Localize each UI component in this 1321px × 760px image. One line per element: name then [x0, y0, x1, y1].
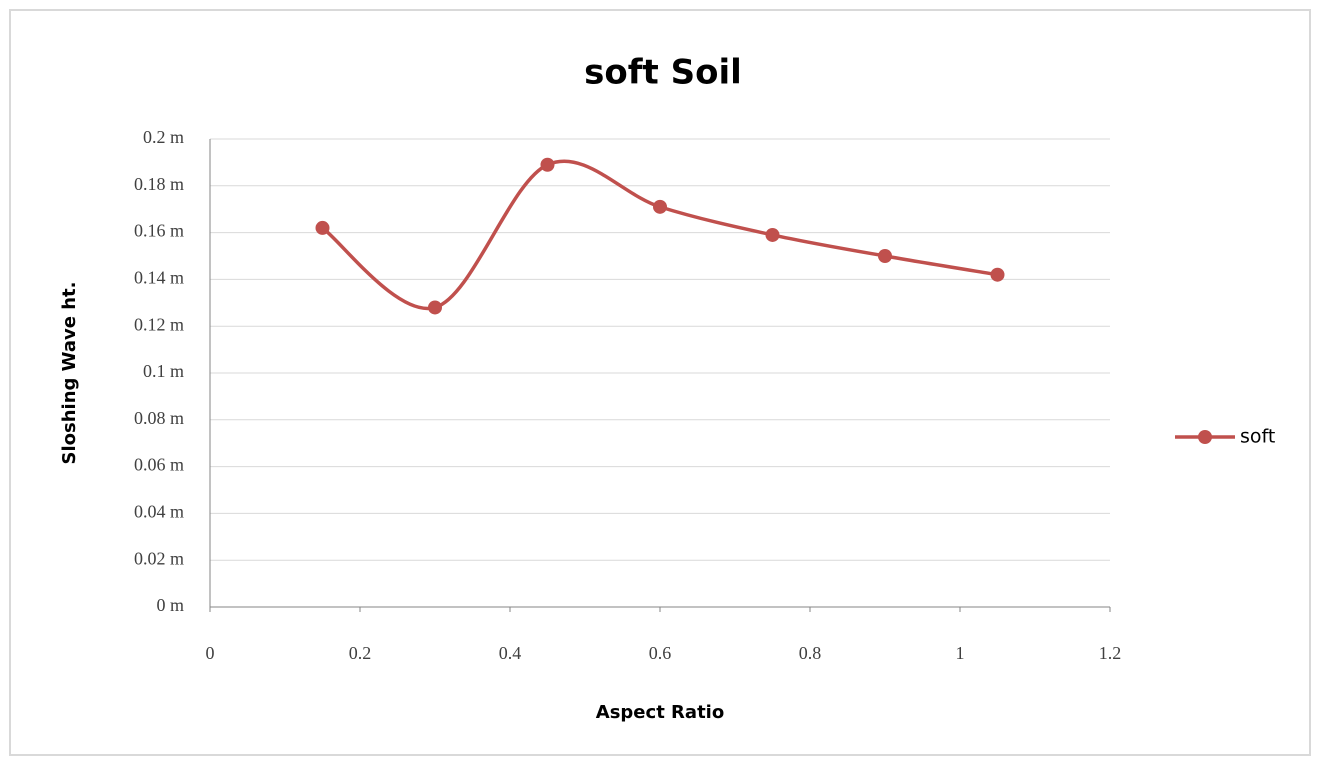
marker	[878, 249, 892, 263]
x-tick-label: 0.2	[349, 643, 372, 663]
y-tick-label: 0 m	[156, 595, 184, 615]
chart-title: soft Soil	[584, 53, 742, 93]
y-tick-label: 0.16 m	[134, 221, 184, 241]
marker	[315, 220, 330, 235]
y-tick-label: 0.06 m	[134, 455, 184, 475]
marker	[428, 300, 442, 315]
y-tick-label: 0.2 m	[143, 127, 184, 147]
y-tick-label: 0.12 m	[134, 314, 184, 334]
x-tick-label: 0	[206, 643, 215, 663]
x-tick-label: 1	[956, 643, 965, 663]
y-tick-label: 0.04 m	[134, 502, 184, 522]
x-tick-label: 0.4	[499, 643, 522, 663]
y-tick-label: 0.1 m	[143, 361, 184, 381]
y-tick-label: 0.18 m	[134, 174, 184, 194]
x-axis-label: Aspect Ratio	[596, 702, 724, 723]
marker	[990, 267, 1005, 282]
x-tick-label: 0.6	[649, 643, 672, 663]
marker	[765, 227, 780, 242]
x-tick-label: 1.2	[1099, 643, 1122, 663]
legend-label: soft	[1240, 426, 1275, 448]
marker	[540, 157, 555, 172]
y-tick-label: 0.14 m	[134, 268, 184, 288]
chart-frame	[9, 9, 1311, 756]
y-tick-label: 0.08 m	[134, 408, 184, 428]
y-axis-label: Sloshing Wave ht.	[59, 282, 80, 465]
legend-marker	[1198, 430, 1212, 444]
y-tick-label: 0.02 m	[134, 548, 184, 568]
x-tick-label: 0.8	[799, 643, 822, 663]
marker	[653, 199, 667, 214]
